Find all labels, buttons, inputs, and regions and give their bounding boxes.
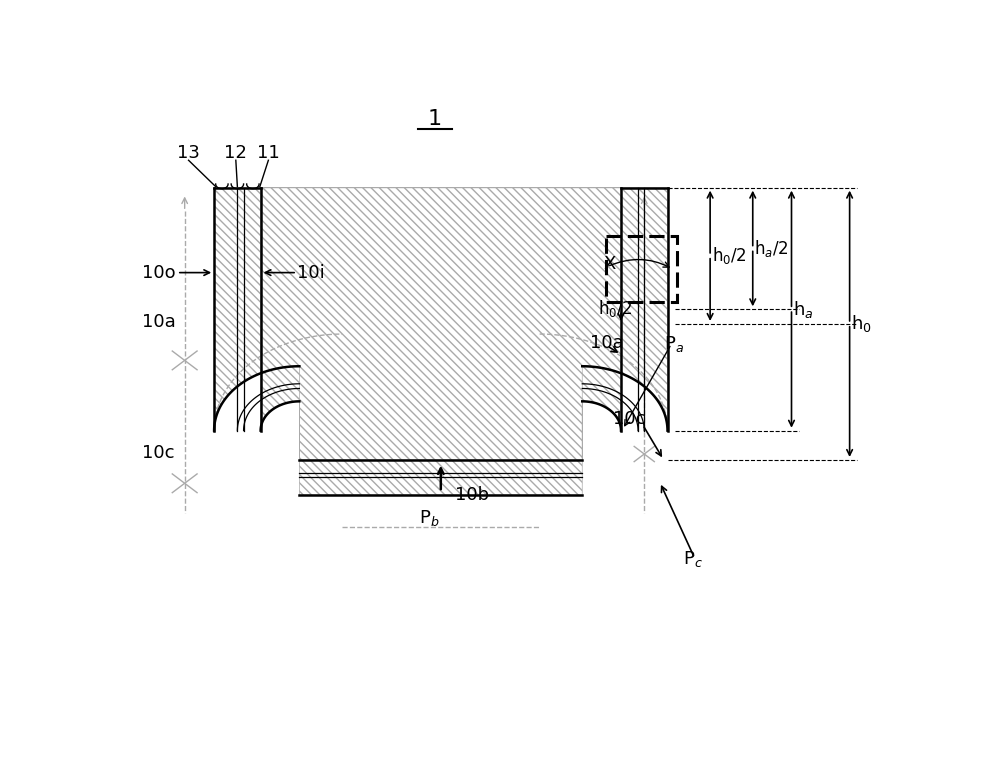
Text: 11: 11 bbox=[257, 144, 280, 162]
Text: 10c: 10c bbox=[613, 410, 646, 428]
Text: h$_a$: h$_a$ bbox=[793, 299, 814, 320]
Text: h$_0$/2: h$_0$/2 bbox=[598, 299, 632, 319]
Text: P$_c$: P$_c$ bbox=[683, 549, 703, 569]
Text: h$_0$/2: h$_0$/2 bbox=[712, 245, 746, 266]
Text: 1: 1 bbox=[428, 109, 442, 129]
Text: h$_a$/2: h$_a$/2 bbox=[754, 238, 789, 259]
Text: h$_0$: h$_0$ bbox=[851, 313, 872, 334]
Text: 13: 13 bbox=[177, 144, 200, 162]
Text: P$_b$: P$_b$ bbox=[419, 508, 439, 528]
Text: X: X bbox=[604, 255, 616, 273]
Text: 10a: 10a bbox=[590, 334, 624, 352]
Polygon shape bbox=[214, 188, 668, 495]
Bar bbox=[606, 236, 677, 302]
Text: 10i: 10i bbox=[297, 264, 325, 282]
Text: 10o: 10o bbox=[142, 264, 176, 282]
Text: 10c: 10c bbox=[142, 444, 175, 462]
Text: 10a: 10a bbox=[142, 313, 176, 331]
Text: P$_a$: P$_a$ bbox=[664, 334, 684, 354]
Text: 12: 12 bbox=[224, 144, 247, 162]
Text: 10b: 10b bbox=[455, 486, 489, 504]
